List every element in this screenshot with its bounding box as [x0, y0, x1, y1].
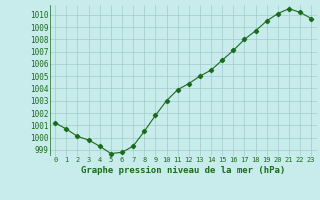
- X-axis label: Graphe pression niveau de la mer (hPa): Graphe pression niveau de la mer (hPa): [81, 166, 285, 175]
